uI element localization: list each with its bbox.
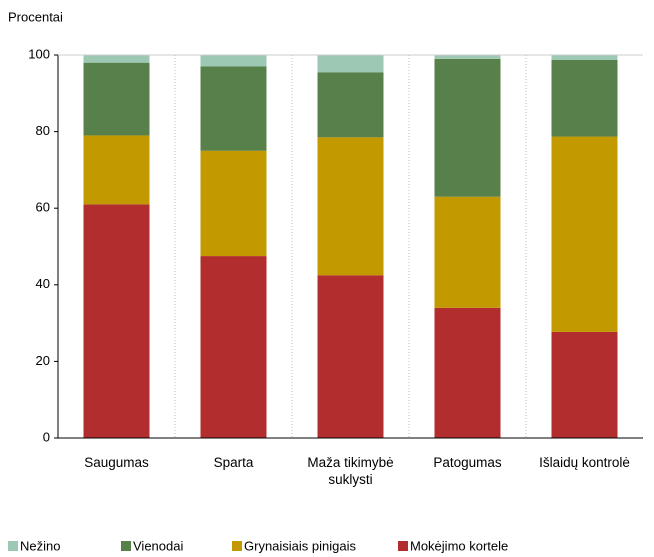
legend-label: Mokėjimo kortele xyxy=(410,538,508,553)
bar-segment xyxy=(551,59,618,137)
x-tick-label: Maža tikimybė suklysti xyxy=(307,455,394,487)
bar-segment xyxy=(83,204,150,438)
bar-segment xyxy=(83,135,150,205)
bar-segment xyxy=(551,136,618,332)
legend-swatch xyxy=(8,541,18,551)
bar-segment xyxy=(434,58,501,197)
y-tick-label: 80 xyxy=(36,123,50,138)
legend-swatch xyxy=(232,541,242,551)
x-tick-label: Sparta xyxy=(213,455,254,470)
bar-segment xyxy=(200,256,267,438)
bar-segment xyxy=(434,307,501,438)
bar-segment xyxy=(551,55,618,60)
legend-swatch xyxy=(121,541,131,551)
bar-segment xyxy=(200,55,267,67)
bar-segment xyxy=(317,72,384,138)
bar-segment xyxy=(83,55,150,63)
x-tick-label: Saugumas xyxy=(84,455,149,470)
bar-segment xyxy=(317,275,384,438)
bar-segment xyxy=(317,137,384,276)
bar-segment xyxy=(434,55,501,59)
x-tick-label: Patogumas xyxy=(433,455,502,470)
bar-segment xyxy=(83,62,150,136)
bar-segment xyxy=(200,66,267,151)
bar-segment xyxy=(200,150,267,257)
legend-label: Grynaisiais pinigais xyxy=(244,538,356,553)
y-tick-label: 20 xyxy=(36,353,50,368)
bar-segment xyxy=(551,331,618,438)
bar-segment xyxy=(434,196,501,308)
y-tick-label: 40 xyxy=(36,276,50,291)
x-tick-label: Išlaidų kontrolė xyxy=(539,455,630,470)
bar-segment xyxy=(317,55,384,73)
y-tick-label: 0 xyxy=(43,429,50,444)
y-axis-label: Procentai xyxy=(8,9,63,24)
legend-label: Nežino xyxy=(20,538,60,553)
legend-swatch xyxy=(398,541,408,551)
legend-label: Vienodai xyxy=(133,538,183,553)
y-tick-label: 60 xyxy=(36,200,50,215)
y-tick-label: 100 xyxy=(28,46,50,61)
